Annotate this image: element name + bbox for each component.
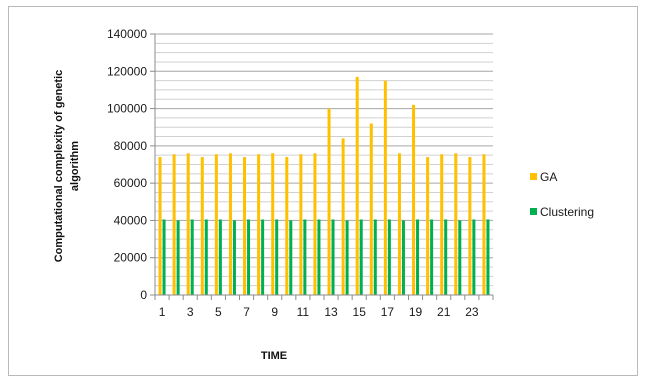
chart-frame <box>8 6 638 376</box>
bar-clustering-11 <box>303 219 307 295</box>
bar-clustering-10 <box>289 220 293 295</box>
bar-clustering-5 <box>218 219 222 295</box>
y-tick-label-80000: 80000 <box>114 139 148 153</box>
bar-clustering-6 <box>232 220 236 295</box>
bar-ga-3 <box>186 153 190 295</box>
legend-label-clustering: Clustering <box>540 205 594 219</box>
bar-ga-4 <box>200 157 204 295</box>
gridlines <box>155 33 493 287</box>
y-axis-title: Computational complexity of genetic algo… <box>53 70 81 263</box>
x-tick-label-7: 7 <box>243 305 250 319</box>
y-tick-label-60000: 60000 <box>114 176 148 190</box>
y-axis-title-line-1: Computational complexity of genetic <box>53 70 65 263</box>
x-tick-label-15: 15 <box>353 305 367 319</box>
bar-ga-7 <box>243 157 247 295</box>
bar-clustering-15 <box>359 219 363 295</box>
bar-ga-22 <box>454 153 458 295</box>
bar-ga-20 <box>426 157 430 295</box>
legend: GA Clustering <box>530 170 594 219</box>
bar-ga-15 <box>355 76 359 295</box>
bar-clustering-24 <box>486 219 490 295</box>
y-tick-label-100000: 100000 <box>107 102 147 116</box>
axes <box>150 33 494 300</box>
bar-ga-17 <box>383 80 387 295</box>
bar-ga-9 <box>271 153 275 295</box>
x-tick-labels: 1 3 5 7 9 11 13 15 17 19 21 23 <box>159 305 479 319</box>
bar-ga-2 <box>172 154 176 295</box>
x-tick-label-13: 13 <box>324 305 338 319</box>
x-tick-label-5: 5 <box>215 305 222 319</box>
y-tick-label-140000: 140000 <box>107 27 147 41</box>
bar-ga-12 <box>313 153 317 295</box>
legend-label-ga: GA <box>540 170 557 184</box>
y-tick-label-40000: 40000 <box>114 213 148 227</box>
bar-clustering-16 <box>373 219 377 295</box>
bar-clustering-19 <box>416 219 420 295</box>
bar-ga-8 <box>257 154 261 295</box>
y-tick-label-0: 0 <box>140 288 147 302</box>
bar-clustering-23 <box>472 219 476 295</box>
bar-clustering-4 <box>204 219 208 295</box>
bar-clustering-3 <box>190 219 194 295</box>
bar-ga-18 <box>397 153 401 295</box>
bar-clustering-13 <box>331 219 335 295</box>
bar-ga-1 <box>158 157 162 295</box>
bar-clustering-18 <box>401 220 405 295</box>
x-axis-title: TIME <box>261 350 287 362</box>
y-tick-label-120000: 120000 <box>107 64 147 78</box>
bar-clustering-8 <box>261 219 265 295</box>
bar-ga-21 <box>440 154 444 295</box>
bar-clustering-17 <box>387 219 391 295</box>
y-axis-title-line-2: algorithm <box>69 141 81 191</box>
bar-ga-14 <box>341 138 345 295</box>
x-tick-label-11: 11 <box>297 305 310 319</box>
bar-clustering-21 <box>444 219 448 295</box>
x-tick-label-3: 3 <box>187 305 194 319</box>
bar-clustering-20 <box>430 219 434 295</box>
x-tick-label-23: 23 <box>465 305 479 319</box>
legend-swatch-ga <box>530 173 537 180</box>
bar-clustering-9 <box>275 219 279 295</box>
bar-ga-6 <box>228 153 232 295</box>
x-tick-label-19: 19 <box>409 305 423 319</box>
x-tick-label-21: 21 <box>437 305 451 319</box>
bar-ga-5 <box>214 154 218 295</box>
bar-ga-13 <box>327 108 331 295</box>
bar-ga-16 <box>369 123 373 295</box>
bar-ga-19 <box>412 104 416 295</box>
bar-ga-24 <box>482 154 486 295</box>
y-tick-labels: 0 20000 40000 60000 80000 100000 120000 140000 <box>107 27 147 302</box>
x-tick-label-9: 9 <box>271 305 278 319</box>
bar-clustering-22 <box>458 220 462 295</box>
bar-clustering-14 <box>345 220 349 295</box>
bar-clustering-12 <box>317 219 321 295</box>
x-tick-label-1: 1 <box>159 305 166 319</box>
legend-swatch-clustering <box>530 208 537 215</box>
y-tick-label-20000: 20000 <box>114 251 148 265</box>
bar-ga-10 <box>285 157 289 295</box>
bar-ga-11 <box>299 154 303 295</box>
bar-clustering-2 <box>176 220 180 295</box>
bar-clustering-1 <box>162 219 166 295</box>
bars <box>158 76 490 295</box>
x-tick-label-17: 17 <box>381 305 395 319</box>
bar-ga-23 <box>468 157 472 295</box>
bar-clustering-7 <box>247 219 251 295</box>
